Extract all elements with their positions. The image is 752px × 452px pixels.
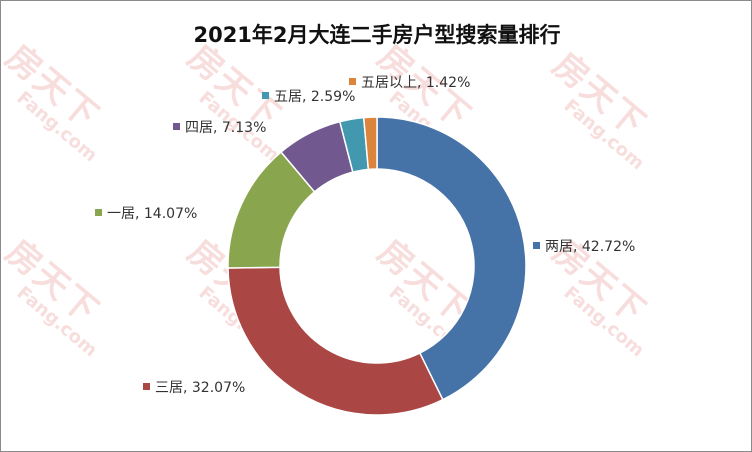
label-marker-3	[95, 209, 102, 216]
data-label-1: 两居, 42.72%	[545, 239, 635, 255]
data-label-3: 一居, 14.07%	[107, 206, 197, 222]
label-marker-6	[349, 78, 356, 85]
data-label-6: 五居以上, 1.42%	[361, 75, 470, 91]
data-label-5: 五居, 2.59%	[274, 89, 355, 105]
donut-slice-1	[376, 116, 527, 401]
label-marker-4	[173, 123, 180, 130]
chart-title: 2021年2月大连二手房户型搜索量排行	[193, 23, 561, 47]
label-marker-1	[533, 242, 540, 249]
data-label-2: 三居, 32.07%	[155, 380, 245, 396]
data-label-4: 四居, 7.13%	[185, 120, 266, 136]
donut-slice-2	[227, 266, 444, 416]
label-marker-2	[143, 383, 150, 390]
label-marker-5	[262, 92, 269, 99]
donut-slice-6	[362, 116, 378, 171]
